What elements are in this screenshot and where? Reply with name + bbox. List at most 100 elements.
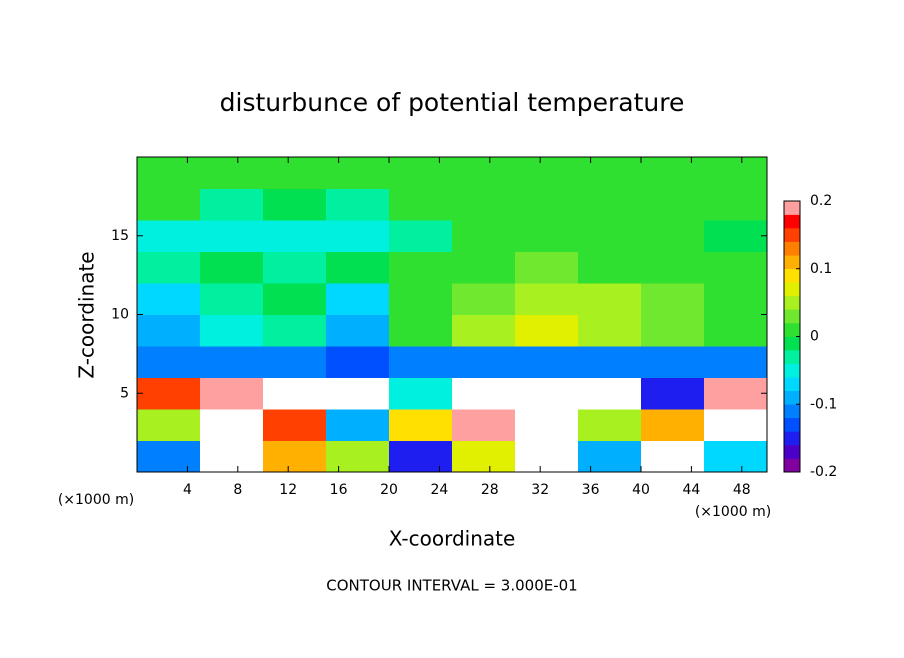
heatmap-cell bbox=[326, 157, 390, 189]
heatmap-cell bbox=[641, 157, 705, 189]
heatmap-cell bbox=[200, 314, 264, 347]
note: CONTOUR INTERVAL = 3.000E-01 bbox=[326, 577, 577, 595]
heatmap-cell bbox=[452, 251, 516, 284]
heatmap-cell bbox=[578, 440, 642, 473]
heatmap-cell bbox=[641, 314, 705, 347]
heatmap-cell bbox=[263, 220, 327, 252]
heatmap-cell bbox=[515, 440, 579, 473]
heatmap-cell bbox=[704, 440, 768, 473]
heatmap-cell bbox=[200, 220, 264, 252]
heatmap-cell bbox=[326, 283, 390, 315]
heatmap-cell bbox=[578, 283, 642, 315]
x-tick-label: 36 bbox=[582, 482, 600, 498]
heatmap-cell bbox=[452, 188, 516, 221]
heatmap-cell bbox=[389, 188, 453, 221]
x-tick-label: 24 bbox=[430, 482, 448, 498]
colorbar-swatch bbox=[784, 228, 800, 242]
heatmap-cell bbox=[137, 251, 201, 284]
colorbar-swatch bbox=[784, 390, 800, 405]
heatmap-cell bbox=[263, 188, 327, 221]
heatmap-cell bbox=[452, 346, 516, 378]
y-axis-label: Z-coordinate bbox=[75, 251, 99, 378]
x-tick-label: 28 bbox=[481, 482, 499, 498]
heatmap-cell bbox=[515, 157, 579, 189]
heatmap-cell bbox=[578, 409, 642, 441]
colorbar-swatch bbox=[784, 214, 800, 229]
heatmap-cell bbox=[515, 314, 579, 347]
heatmap-cell bbox=[137, 346, 201, 378]
heatmap-cell bbox=[578, 220, 642, 252]
heatmap-cell bbox=[200, 440, 264, 473]
heatmap-cell bbox=[578, 188, 642, 221]
heatmap-cell bbox=[326, 409, 390, 441]
heatmap-cell bbox=[641, 377, 705, 410]
colorbar-tick-label: 0.2 bbox=[810, 193, 832, 209]
y-tick-label: 10 bbox=[111, 307, 129, 323]
heatmap-cell bbox=[641, 409, 705, 441]
colorbar-tick-label: 0 bbox=[810, 329, 819, 345]
heatmap-cell bbox=[452, 220, 516, 252]
heatmap-cell bbox=[515, 409, 579, 441]
heatmap-cell bbox=[578, 377, 642, 410]
heatmap-cell bbox=[326, 188, 390, 221]
colorbar-swatch bbox=[784, 377, 800, 391]
heatmap-cell bbox=[263, 283, 327, 315]
heatmap-cell bbox=[263, 251, 327, 284]
x-tick-label: 16 bbox=[330, 482, 348, 498]
heatmap-cell bbox=[389, 251, 453, 284]
heatmap-cell bbox=[137, 377, 201, 410]
heatmap-cell bbox=[704, 188, 768, 221]
heatmap-cell bbox=[389, 440, 453, 473]
colorbar-swatch bbox=[784, 255, 800, 270]
heatmap-cell bbox=[578, 314, 642, 347]
heatmap-cell bbox=[704, 283, 768, 315]
heatmap-cell bbox=[326, 314, 390, 347]
heatmap-cell bbox=[452, 440, 516, 473]
x-tick-label: 8 bbox=[233, 482, 242, 498]
colorbar-tick-label: -0.2 bbox=[810, 464, 837, 480]
heatmap-cell bbox=[200, 157, 264, 189]
heatmap-cell bbox=[641, 220, 705, 252]
heatmap-cell bbox=[137, 314, 201, 347]
heatmap-cell bbox=[452, 377, 516, 410]
chart-title: disturbunce of potential temperature bbox=[220, 88, 685, 117]
heatmap-cell bbox=[263, 409, 327, 441]
heatmap-cell bbox=[515, 377, 579, 410]
x-unit-label: (×1000 m) bbox=[58, 492, 134, 508]
y-tick-label: 5 bbox=[120, 385, 129, 401]
heatmap-cell bbox=[389, 314, 453, 347]
heatmap-cell bbox=[200, 409, 264, 441]
colorbar-swatch bbox=[784, 350, 800, 364]
heatmap-cell bbox=[578, 346, 642, 378]
heatmap-cell bbox=[389, 377, 453, 410]
x-unit-label: (×1000 m) bbox=[695, 504, 771, 520]
heatmap-cell bbox=[452, 157, 516, 189]
heatmap-cell bbox=[263, 314, 327, 347]
colorbar-tick-label: -0.1 bbox=[810, 396, 837, 412]
x-axis-label: X-coordinate bbox=[389, 527, 516, 551]
colorbar-swatch bbox=[784, 431, 800, 446]
heatmap-cell bbox=[200, 346, 264, 378]
colorbar-swatch bbox=[784, 336, 800, 351]
x-tick-label: 48 bbox=[733, 482, 751, 498]
heatmap-cell bbox=[326, 440, 390, 473]
heatmap-cell bbox=[515, 283, 579, 315]
colorbar-swatch bbox=[784, 444, 800, 459]
colorbar-swatch bbox=[784, 309, 800, 324]
colorbar-swatch bbox=[784, 322, 800, 337]
heatmap-cell bbox=[200, 188, 264, 221]
x-tick-label: 44 bbox=[682, 482, 700, 498]
heatmap-cell bbox=[137, 188, 201, 221]
heatmap-cell bbox=[263, 157, 327, 189]
heatmap-cell bbox=[389, 346, 453, 378]
heatmap-cell bbox=[326, 377, 390, 410]
heatmap-cell bbox=[452, 283, 516, 315]
heatmap-cell bbox=[704, 314, 768, 347]
colorbar-swatch bbox=[784, 268, 800, 283]
heatmap-cell bbox=[263, 440, 327, 473]
heatmap-cell bbox=[326, 346, 390, 378]
heatmap-cell bbox=[578, 157, 642, 189]
heatmap-cell bbox=[704, 346, 768, 378]
heatmap-cell bbox=[641, 188, 705, 221]
